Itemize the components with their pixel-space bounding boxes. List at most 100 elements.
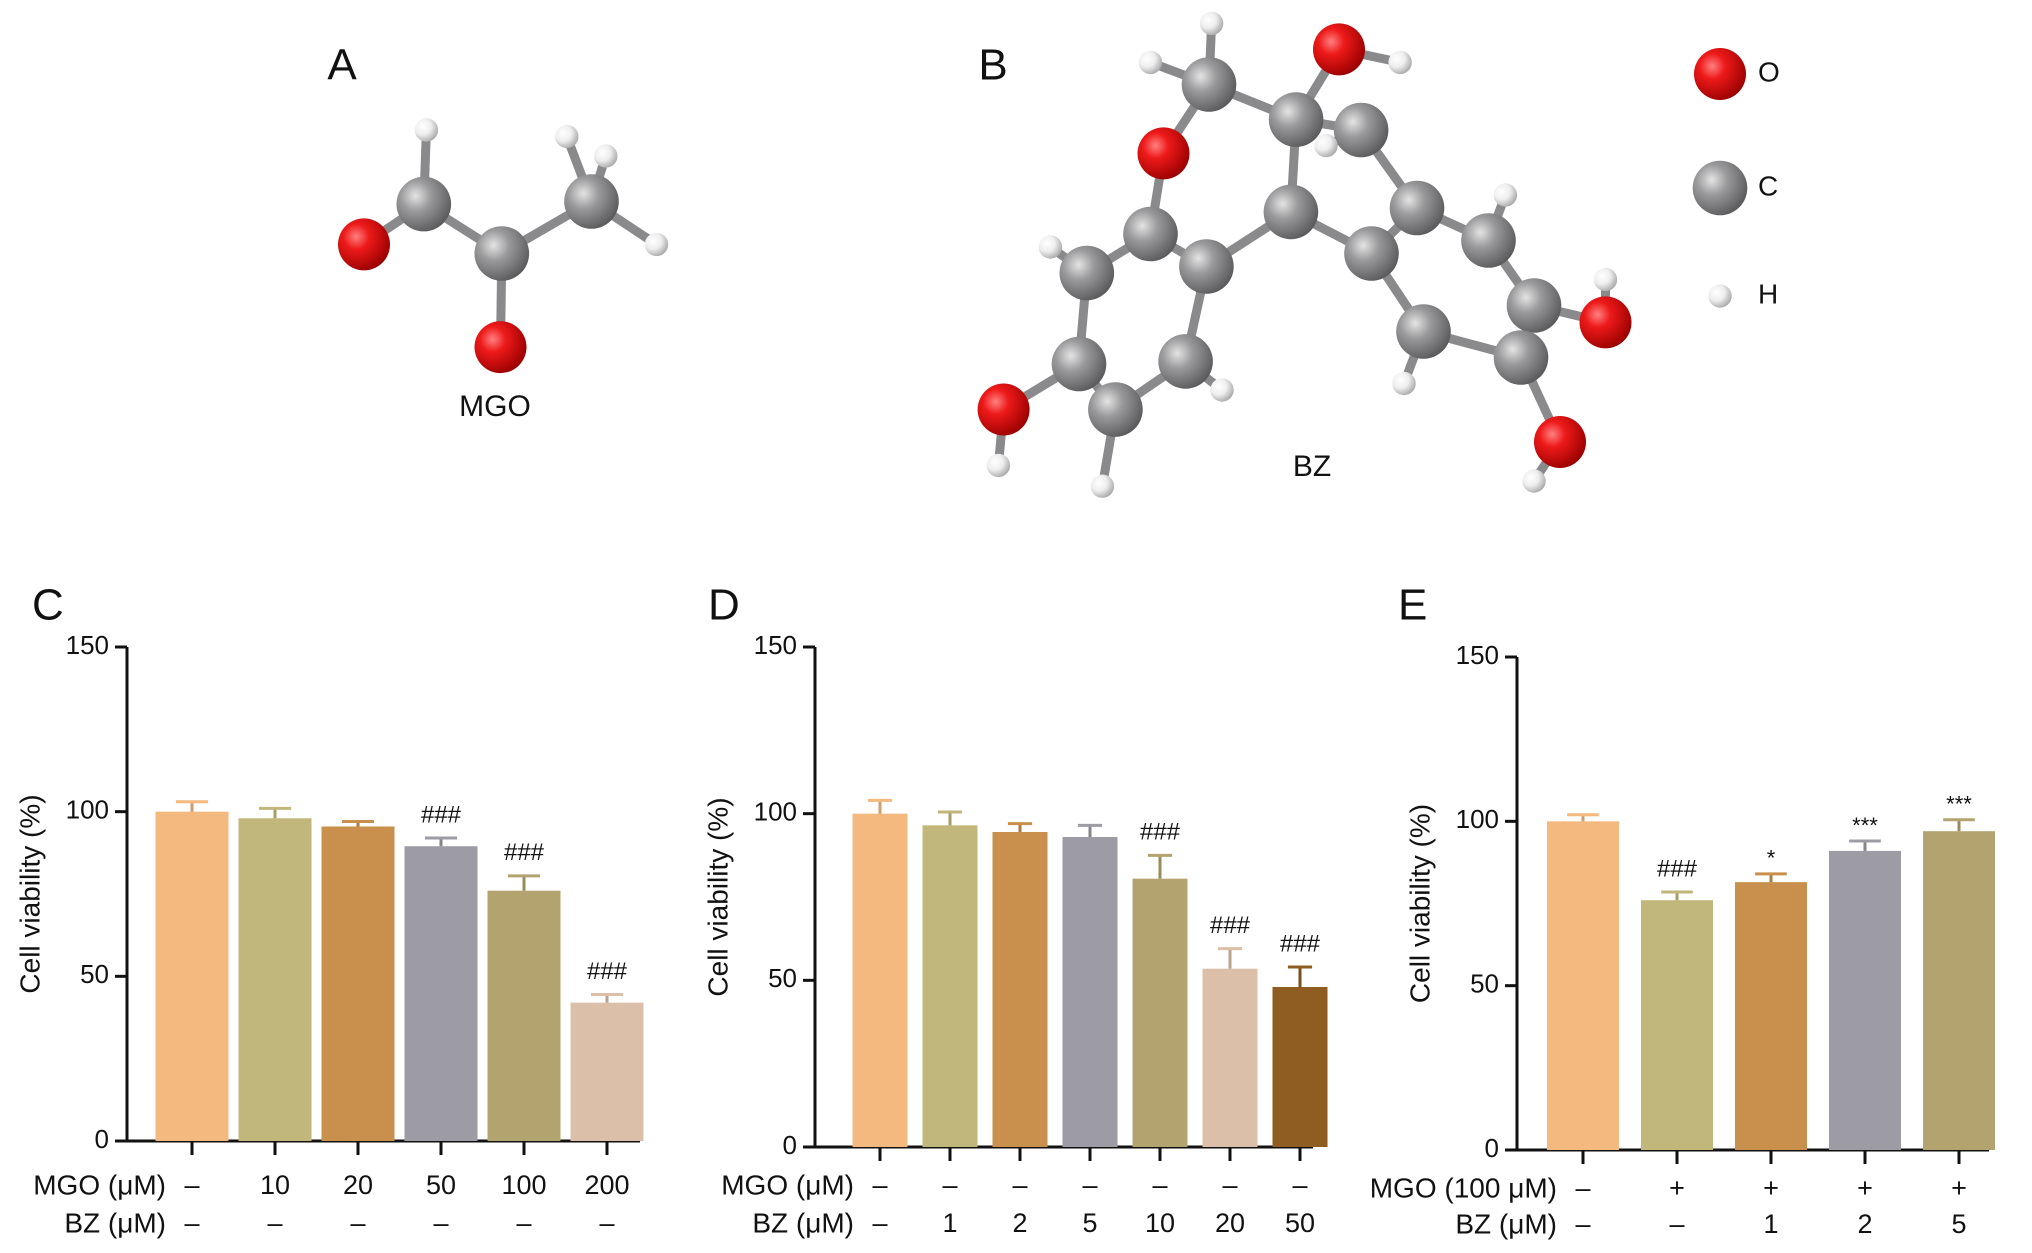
x-tick-label: – [267,1208,282,1238]
panel-letter: E [1398,581,1427,630]
y-tick-label: 100 [1456,804,1499,834]
x-tick-label: – [1222,1170,1237,1200]
legend-swatch [1708,284,1732,308]
x-tick-label: 2 [1857,1209,1872,1239]
x-row-label: MGO (μM) [721,1169,854,1200]
x-row-label: BZ (μM) [64,1207,166,1238]
x-tick-label: + [1763,1173,1779,1203]
x-tick-label: 20 [1215,1208,1245,1238]
x-row-label: MGO (100 μM) [1370,1172,1557,1203]
atom [1123,206,1178,262]
significance-label: * [1767,846,1776,871]
bar [570,1002,644,1141]
y-tick-label: 50 [80,959,109,989]
bar [1272,987,1328,1147]
molecules: O C H [338,11,1780,498]
bar [852,813,908,1147]
y-tick-label: 150 [754,630,797,660]
atom [1181,57,1237,112]
significance-label: ### [587,958,628,985]
x-tick-label: + [1951,1173,1967,1203]
atom [1333,102,1389,158]
x-tick-label: 100 [501,1170,546,1200]
bar [1829,850,1901,1150]
x-tick-label: 10 [260,1170,290,1200]
bar [1547,821,1619,1150]
x-tick-label: – [433,1208,448,1238]
bar [922,825,978,1147]
atom [1059,245,1115,301]
legend-label: O [1758,56,1780,87]
bar [1735,882,1807,1150]
atom [1038,235,1063,259]
panel-letter: A [327,41,357,90]
atom [1344,226,1399,281]
bar [404,846,478,1141]
x-tick-label: – [350,1208,365,1238]
atom [564,174,619,229]
atom [1593,267,1618,292]
x-tick-label: 5 [1082,1208,1097,1238]
atom [1313,23,1365,76]
y-tick-label: 0 [783,1130,797,1160]
x-tick-label: 50 [1285,1208,1315,1238]
atom [1210,378,1234,402]
bar [238,818,312,1141]
atom [1388,50,1412,75]
atom [1138,50,1163,75]
significance-label: *** [1852,813,1878,838]
y-tick-label: 150 [1456,640,1499,670]
legend-swatch [1692,160,1748,216]
y-tick-label: 50 [1470,969,1499,999]
x-tick-label: – [1082,1170,1097,1200]
bar [155,811,229,1141]
x-row-label: BZ (μM) [752,1207,854,1238]
atom [1314,133,1338,158]
x-tick-label: + [1669,1173,1685,1203]
atom [1396,304,1451,359]
y-axis-label: Cell viability (%) [702,797,733,996]
panel-letter: D [708,581,740,630]
significance-label: ### [421,801,462,828]
atom [1392,371,1416,396]
atom [338,218,390,271]
significance-label: ### [1210,912,1251,939]
x-tick-label: – [184,1208,199,1238]
x-tick-label: 5 [1951,1209,1966,1239]
x-tick-label: 50 [426,1170,456,1200]
atom [1461,213,1516,268]
x-tick-label: – [872,1170,887,1200]
atom [1051,336,1107,392]
atom [1522,469,1546,493]
x-row-label: BZ (μM) [1455,1208,1557,1239]
y-tick-label: 0 [1485,1133,1499,1163]
x-tick-label: 1 [942,1208,957,1238]
panel-letter: B [978,41,1007,90]
molecule-label: MGO [459,390,531,423]
x-row-label: MGO (μM) [33,1169,166,1200]
panel-letter: C [32,581,64,630]
bar [1641,900,1713,1150]
x-tick-label: – [1152,1170,1167,1200]
atom [555,124,579,149]
x-tick-label: – [942,1170,957,1200]
x-tick-label: 2 [1012,1208,1027,1238]
x-tick-label: 20 [343,1170,373,1200]
atom [1158,334,1213,389]
atom [644,232,669,257]
atom [977,383,1030,436]
x-tick-label: 10 [1145,1208,1175,1238]
x-tick-label: 200 [584,1170,629,1200]
x-tick-label: – [1575,1209,1590,1239]
atom [1534,416,1586,468]
x-tick-label: 1 [1763,1209,1778,1239]
bar [1132,878,1188,1147]
atom [986,453,1011,478]
x-tick-label: – [1012,1170,1027,1200]
y-axis-label: Cell viability (%) [1404,804,1435,1003]
molecule-label: BZ [1293,450,1331,483]
atom [1090,474,1115,498]
x-tick-label: – [872,1208,887,1238]
